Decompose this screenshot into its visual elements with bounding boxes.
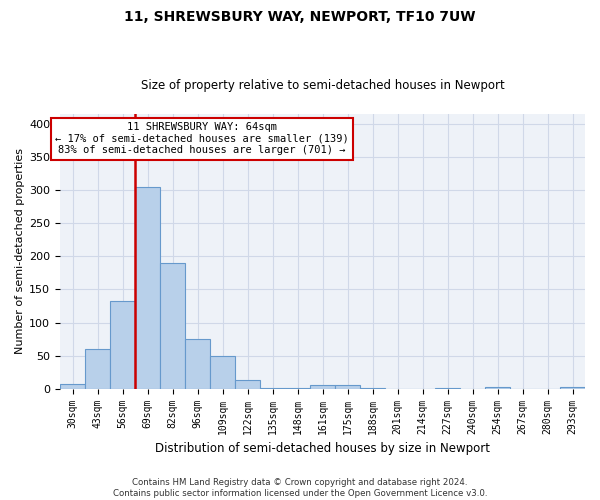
Bar [235, 380, 260, 388]
Bar [135, 187, 160, 388]
Bar [160, 263, 185, 388]
Y-axis label: Number of semi-detached properties: Number of semi-detached properties [15, 148, 25, 354]
Bar [185, 339, 210, 388]
Bar [210, 356, 235, 388]
Title: Size of property relative to semi-detached houses in Newport: Size of property relative to semi-detach… [140, 79, 505, 92]
Text: Contains HM Land Registry data © Crown copyright and database right 2024.
Contai: Contains HM Land Registry data © Crown c… [113, 478, 487, 498]
X-axis label: Distribution of semi-detached houses by size in Newport: Distribution of semi-detached houses by … [155, 442, 490, 455]
Bar [310, 386, 335, 388]
Bar [85, 349, 110, 389]
Bar [110, 302, 135, 388]
Bar [335, 386, 360, 388]
Bar [485, 386, 510, 388]
Bar [60, 384, 85, 388]
Text: 11, SHREWSBURY WAY, NEWPORT, TF10 7UW: 11, SHREWSBURY WAY, NEWPORT, TF10 7UW [124, 10, 476, 24]
Text: 11 SHREWSBURY WAY: 64sqm
← 17% of semi-detached houses are smaller (139)
83% of : 11 SHREWSBURY WAY: 64sqm ← 17% of semi-d… [55, 122, 349, 156]
